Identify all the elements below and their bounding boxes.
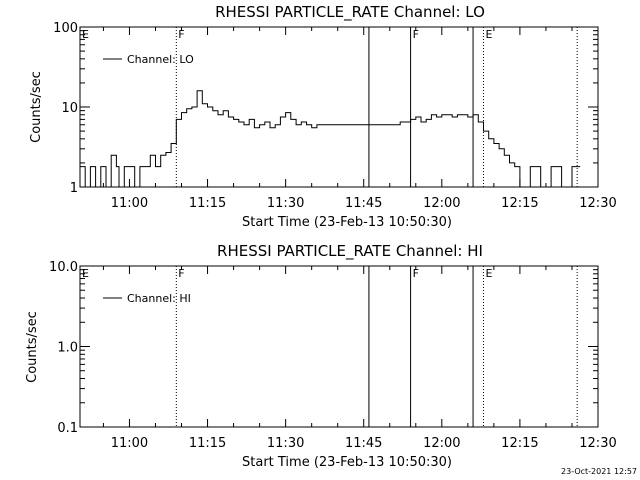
chart-panel-lo: RHESSI PARTICLE_RATE Channel: LO 11:00 11… xyxy=(29,3,617,230)
y-tick-label: 100 xyxy=(53,21,78,36)
x-tick-label: 11:30 xyxy=(267,196,304,211)
event-marker-label: F xyxy=(413,267,419,280)
x-axis-label-lo: Start Time (23-Feb-13 10:50:30) xyxy=(242,215,452,230)
event-marker-label: E xyxy=(485,267,492,280)
y-tick-label: 1 xyxy=(70,181,78,196)
x-tick-label: 11:15 xyxy=(189,436,226,451)
x-tick-label: 11:00 xyxy=(111,436,148,451)
x-tick-label: 12:00 xyxy=(423,196,460,211)
x-tick-label: 11:15 xyxy=(189,196,226,211)
y-tick-label: 0.1 xyxy=(57,421,78,436)
edge-label-lo: E xyxy=(82,28,89,41)
axis-ticks-lo: 11:00 11:15 11:30 11:45 12:00 12:15 12:30 1 10 10… xyxy=(53,21,617,211)
x-axis-label-hi: Start Time (23-Feb-13 10:50:30) xyxy=(242,455,452,470)
legend-label-lo: Channel: LO xyxy=(127,53,194,66)
y-tick-label: 1.0 xyxy=(57,341,78,356)
x-tick-label: 12:30 xyxy=(579,196,616,211)
y-axis-label-lo: Counts/sec xyxy=(29,71,44,143)
legend-lo: Channel: LO xyxy=(103,53,194,66)
y-tick-label: 10 xyxy=(61,101,78,116)
y-tick-label: 10.0 xyxy=(49,260,78,275)
x-tick-label: 12:15 xyxy=(501,196,538,211)
x-tick-label: 11:30 xyxy=(267,436,304,451)
x-tick-label: 12:30 xyxy=(579,436,616,451)
event-marker-label: F xyxy=(178,28,184,41)
x-tick-label: 11:45 xyxy=(345,196,382,211)
series-line xyxy=(80,90,581,188)
chart-title-hi: RHESSI PARTICLE_RATE Channel: HI xyxy=(217,242,483,261)
series-lo xyxy=(80,90,581,188)
event-marker-label: F xyxy=(178,267,184,280)
chart-panel-hi: RHESSI PARTICLE_RATE Channel: HI 11:00 11… xyxy=(25,242,617,470)
chart-title-lo: RHESSI PARTICLE_RATE Channel: LO xyxy=(215,3,485,22)
event-marker-label: F xyxy=(413,28,419,41)
y-axis-label-hi: Counts/sec xyxy=(25,311,40,383)
edge-label-hi: E xyxy=(82,267,89,280)
generation-timestamp: 23-Oct-2021 12:57 xyxy=(561,467,637,476)
legend-label-hi: Channel: HI xyxy=(127,292,191,305)
axis-ticks-hi: 11:00 11:15 11:30 11:45 12:00 12:15 12:30 0.1 1.… xyxy=(49,260,617,451)
x-tick-label: 12:15 xyxy=(501,436,538,451)
x-tick-label: 12:00 xyxy=(423,436,460,451)
x-tick-label: 11:45 xyxy=(345,436,382,451)
x-tick-label: 11:00 xyxy=(111,196,148,211)
event-marker-label: E xyxy=(485,28,492,41)
legend-hi: Channel: HI xyxy=(103,292,191,305)
